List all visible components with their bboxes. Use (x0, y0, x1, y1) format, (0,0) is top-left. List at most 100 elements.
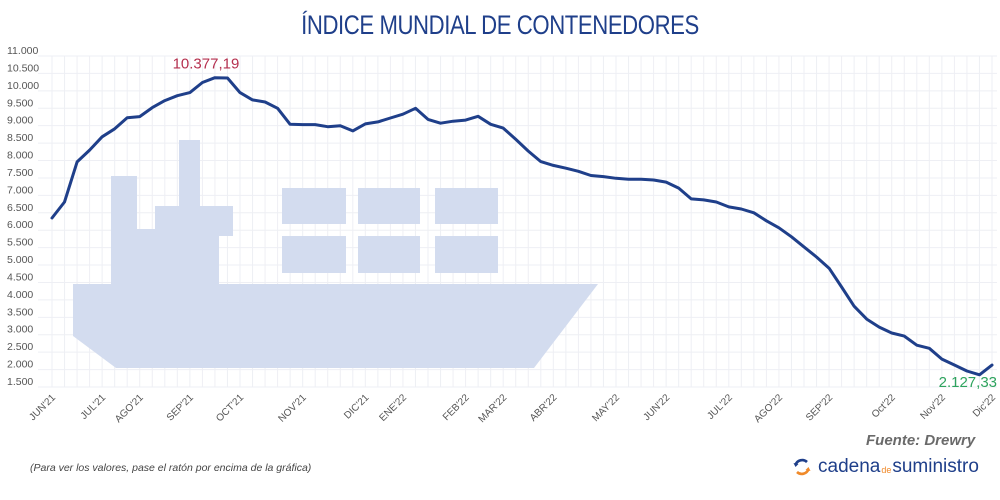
data-point[interactable] (475, 113, 481, 119)
ship-hull (73, 284, 598, 368)
data-point[interactable] (137, 114, 143, 120)
data-point[interactable] (262, 99, 268, 105)
data-point[interactable] (939, 356, 945, 362)
data-point[interactable] (124, 115, 130, 121)
data-point[interactable] (412, 105, 418, 111)
data-point[interactable] (287, 121, 293, 127)
data-point[interactable] (726, 204, 732, 210)
x-tick-label: Dic'22 (971, 392, 999, 420)
data-point[interactable] (801, 244, 807, 250)
data-point[interactable] (663, 179, 669, 185)
data-point[interactable] (588, 173, 594, 179)
data-point[interactable] (99, 134, 105, 140)
data-point[interactable] (237, 90, 243, 96)
data-point[interactable] (325, 124, 331, 130)
x-tick-label: Nov'22 (918, 392, 948, 422)
data-point[interactable] (613, 175, 619, 181)
data-point[interactable] (438, 120, 444, 126)
data-point[interactable] (901, 333, 907, 339)
data-point[interactable] (488, 121, 494, 127)
data-point[interactable] (964, 368, 970, 374)
x-tick-label: AGO'22 (752, 392, 785, 425)
data-point[interactable] (651, 177, 657, 183)
x-tick-label: MAR'22 (477, 392, 510, 425)
data-point[interactable] (826, 265, 832, 271)
data-point[interactable] (62, 199, 68, 205)
last-value-label: 2.127,33 (939, 374, 997, 391)
x-tick-label: JUN'22 (642, 392, 673, 423)
data-point[interactable] (300, 122, 306, 128)
data-point[interactable] (513, 136, 519, 142)
data-point[interactable] (738, 206, 744, 212)
data-point[interactable] (87, 147, 93, 153)
data-point[interactable] (463, 117, 469, 123)
data-point[interactable] (713, 199, 719, 205)
logo-text-suministro: suministro (892, 456, 979, 477)
data-point[interactable] (701, 197, 707, 203)
data-point[interactable] (989, 362, 995, 368)
data-point[interactable] (763, 218, 769, 224)
data-point[interactable] (500, 125, 506, 131)
y-axis: 1.500 2.000 2.500 3.000 3.500 4.000 4.500 5.000… (7, 45, 39, 388)
series-line[interactable] (50, 76, 994, 377)
data-point[interactable] (375, 119, 381, 125)
x-tick-label: MAY'22 (590, 392, 622, 424)
data-point[interactable] (250, 97, 256, 103)
y-tick-label: 6.000 (7, 219, 33, 231)
x-tick-label: Oct'22 (870, 392, 898, 420)
data-point[interactable] (563, 165, 569, 171)
data-point[interactable] (814, 254, 820, 260)
data-point[interactable] (839, 284, 845, 290)
data-point[interactable] (688, 196, 694, 202)
container (282, 236, 346, 273)
data-point[interactable] (851, 303, 857, 309)
data-point[interactable] (951, 362, 957, 368)
y-tick-label: 4.500 (7, 271, 33, 283)
data-point[interactable] (876, 324, 882, 330)
data-point[interactable] (149, 105, 155, 111)
x-tick-label: ABR'22 (528, 392, 560, 424)
data-point[interactable] (525, 148, 531, 154)
data-point[interactable] (112, 126, 118, 132)
data-point[interactable] (676, 185, 682, 191)
data-point[interactable] (788, 234, 794, 240)
data-point[interactable] (174, 93, 180, 99)
data-point[interactable] (575, 168, 581, 174)
data-point[interactable] (626, 176, 632, 182)
data-point[interactable] (914, 342, 920, 348)
x-tick-label: JUL'22 (705, 392, 735, 422)
data-point[interactable] (926, 345, 932, 351)
x-tick-label: OCT'21 (214, 392, 246, 424)
data-point[interactable] (387, 115, 393, 121)
data-point[interactable] (538, 159, 544, 165)
data-point[interactable] (600, 174, 606, 180)
data-point[interactable] (864, 316, 870, 322)
data-point[interactable] (450, 118, 456, 124)
data-point[interactable] (400, 111, 406, 117)
data-point[interactable] (199, 79, 205, 85)
data-point[interactable] (776, 225, 782, 231)
data-point[interactable] (212, 75, 218, 81)
data-point[interactable] (275, 105, 281, 111)
data-point[interactable] (638, 176, 644, 182)
data-point[interactable] (49, 215, 55, 221)
ship-bridge (111, 140, 233, 284)
data-point[interactable] (224, 75, 230, 81)
data-point[interactable] (162, 98, 168, 104)
y-tick-label: 5.500 (7, 237, 33, 249)
data-point[interactable] (751, 210, 757, 216)
data-point[interactable] (889, 330, 895, 336)
brand-logo[interactable]: cadena de suministro (792, 456, 979, 478)
data-point[interactable] (550, 162, 556, 168)
data-point[interactable] (425, 116, 431, 122)
data-point[interactable] (187, 90, 193, 96)
data-point[interactable] (362, 121, 368, 127)
y-tick-label: 5.000 (7, 254, 33, 266)
data-point[interactable] (312, 122, 318, 128)
data-point[interactable] (350, 128, 356, 134)
data-point[interactable] (337, 123, 343, 129)
x-axis: JUN'21 JUL'21 AGO'21 SEP'21 OCT'21 NOV'21 DIC'… (27, 392, 998, 425)
y-tick-label: 9.000 (7, 115, 33, 127)
data-point[interactable] (74, 159, 80, 165)
